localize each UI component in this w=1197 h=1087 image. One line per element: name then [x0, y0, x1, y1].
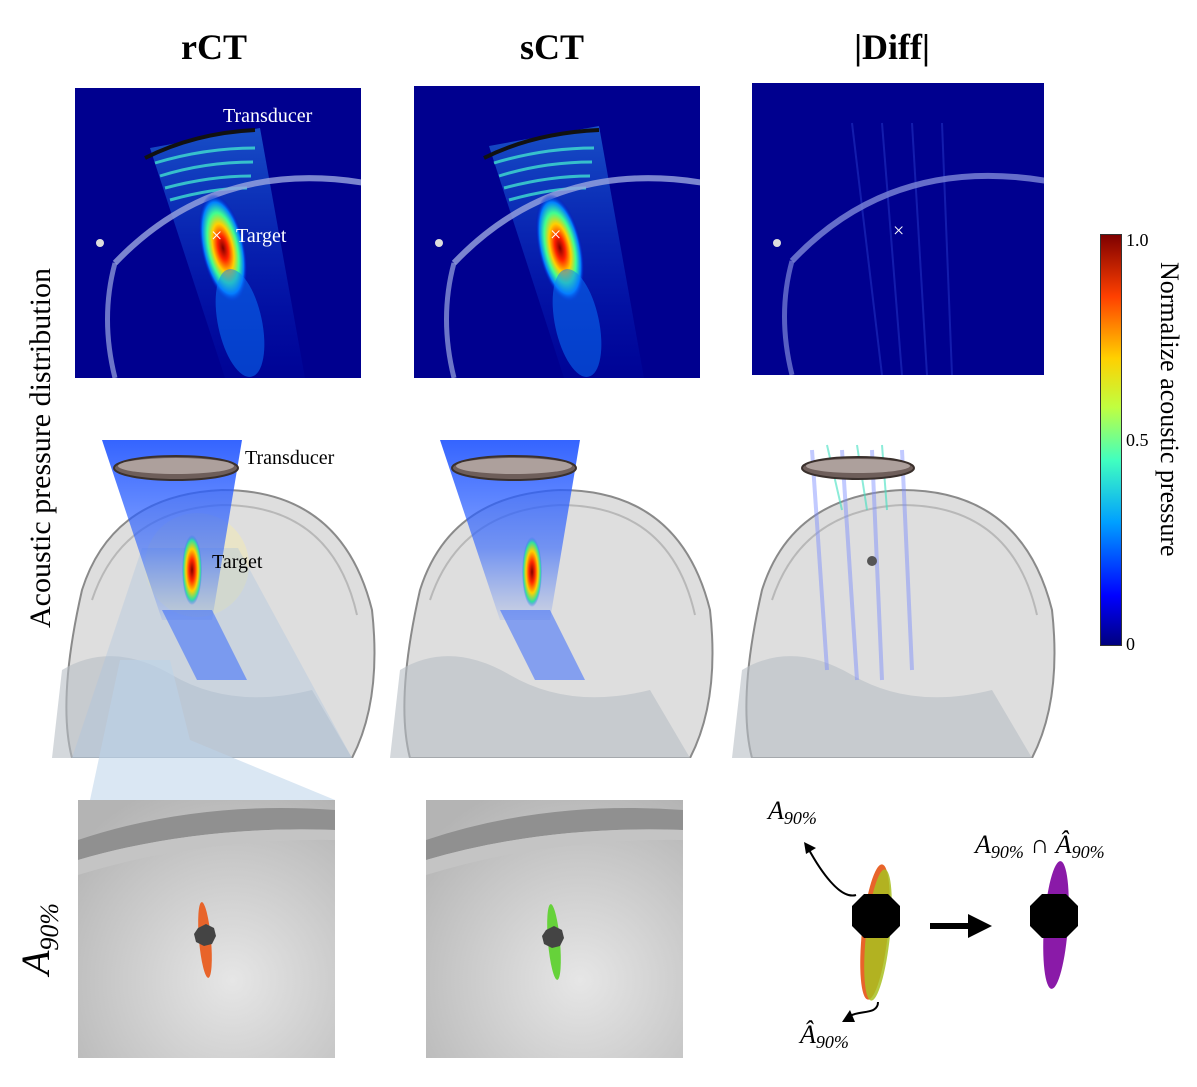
- a90-closeup-sct: [426, 800, 683, 1058]
- target-label-2d-rct: Target: [236, 225, 287, 247]
- intersection-ahat: Â: [1055, 830, 1072, 859]
- intersection-ahat-sub: 90%: [1071, 842, 1105, 862]
- skull-render-sct: [390, 440, 720, 758]
- target-marker-2d-rct: ×: [211, 225, 222, 247]
- pressure-map-sct: ×: [414, 86, 700, 378]
- row-label-a90: A90%: [12, 903, 65, 975]
- column-title-diff: |Diff|: [854, 27, 930, 67]
- target-label-3d-rct: Target: [212, 551, 263, 573]
- label-a90: A90%: [768, 796, 817, 829]
- target-marker-2d-diff: ×: [893, 220, 904, 242]
- column-title-rct: rCT: [181, 27, 247, 67]
- label-intersection: A90% ∩ Â90%: [975, 830, 1105, 863]
- colorbar-tick-max: 1.0: [1126, 230, 1149, 250]
- intersection-symbol: ∩: [1030, 830, 1050, 859]
- a90-closeup-rct: [78, 800, 335, 1058]
- label-a90-main: A: [768, 796, 784, 825]
- label-a90-hat-main: Â: [800, 1020, 816, 1049]
- label-a90-sub: 90%: [783, 808, 817, 828]
- label-a90-hat-sub: 90%: [815, 1032, 849, 1052]
- column-title-sct: sCT: [519, 27, 585, 67]
- transducer-label-3d-rct: Transducer: [245, 447, 335, 469]
- intersection-a: A: [975, 830, 991, 859]
- label-a90-hat: Â90%: [800, 1020, 849, 1053]
- a90-row-main: A: [13, 950, 58, 975]
- zoom-wedge: [78, 660, 335, 860]
- pressure-map-rct: Transducer × Target: [75, 88, 361, 378]
- colorbar-label: Normalize acoustic pressure: [1155, 262, 1184, 557]
- target-marker-2d-sct: ×: [550, 224, 561, 246]
- colorbar-tick-min: 0: [1126, 634, 1135, 654]
- pressure-map-diff: ×: [752, 83, 1044, 375]
- intersection-a-sub: 90%: [990, 842, 1024, 862]
- colorbar-tick-mid: 0.5: [1126, 430, 1149, 450]
- a90-row-sub: 90%: [35, 902, 64, 951]
- overlap-diagram: [760, 790, 1180, 1080]
- transducer-label-2d-rct: Transducer: [223, 105, 313, 127]
- colorbar: [1100, 234, 1122, 646]
- skull-render-diff: [732, 440, 1062, 758]
